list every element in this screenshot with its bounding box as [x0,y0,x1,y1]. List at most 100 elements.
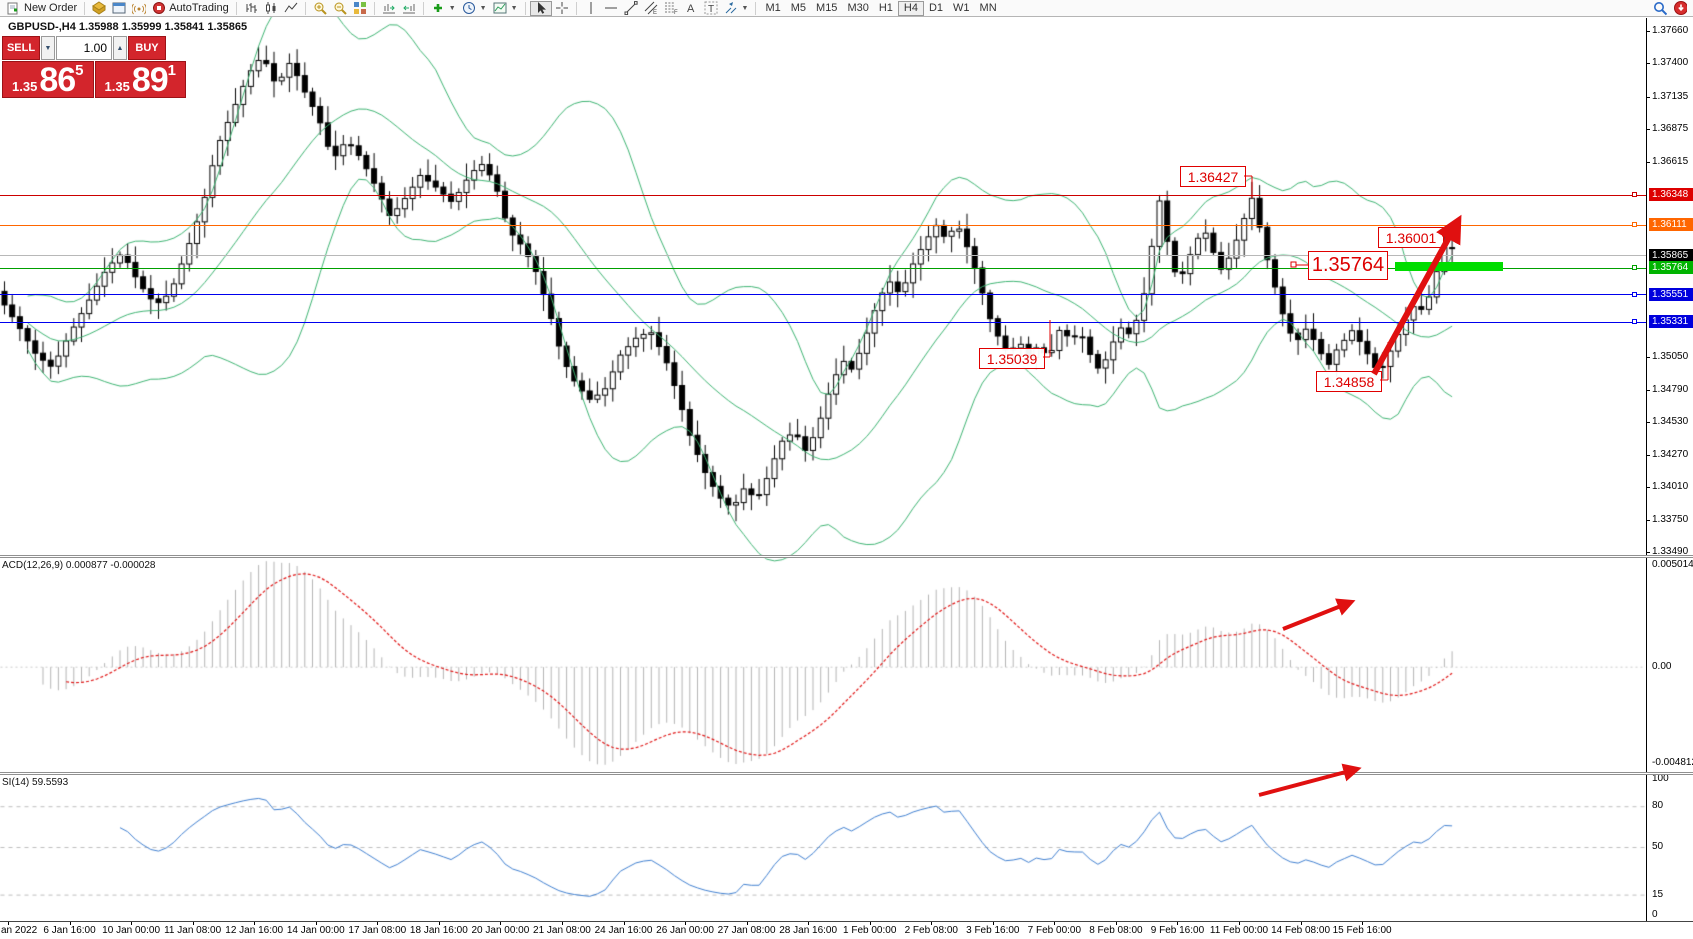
shapes-icon[interactable]: ▼ [721,1,752,16]
line-handle[interactable] [1632,222,1637,228]
time-axis-tick [500,922,502,925]
price-axis-tick [1646,357,1650,359]
volume-input[interactable] [56,36,112,60]
buy-quote[interactable]: 1.35 89 1 [94,61,186,98]
timeframe-d1-button[interactable]: D1 [928,1,944,14]
price-annotation[interactable]: 1.36001 [1378,227,1444,248]
line-handle[interactable] [1632,319,1637,325]
support-line-1.35551[interactable] [0,294,1646,296]
sell-button[interactable]: SELL [2,36,40,60]
vertical-line-icon[interactable] [581,1,601,16]
auto-scroll-icon[interactable] [379,1,399,16]
time-axis-label: 17 Jan 08:00 [348,925,407,936]
label-icon[interactable]: T [701,1,721,16]
new-order-button[interactable]: New Order [4,1,80,16]
toolbar-separator [422,1,424,15]
panel-splitter-macd[interactable] [0,555,1693,558]
periods-icon-icon [462,1,476,15]
sell-quote[interactable]: 1.35 86 5 [2,61,94,98]
main-toolbar: New Order AutoTrading ▼ ▼ ▼ E F A T ▼ M1 M5 M15 M30 H1… [0,0,1693,17]
fibonacci-icon[interactable]: F [661,1,681,16]
text-icon[interactable]: A [681,1,701,16]
notifications-icon[interactable] [1673,0,1687,15]
line-handle[interactable] [1632,192,1637,198]
line-handle[interactable] [1632,291,1637,297]
toolbar-separator [304,1,306,15]
tile-windows-icon-icon [353,1,367,15]
shapes-icon-icon [724,1,738,15]
terminal-window-icon[interactable] [109,1,129,16]
time-axis-tick [1362,922,1364,925]
time-axis-label: 7 Feb 00:00 [1027,925,1082,936]
price-axis[interactable] [1646,18,1647,922]
time-axis-tick [561,922,563,925]
zoom-in-icon[interactable] [310,1,330,16]
volume-decrease-button[interactable]: ▼ [41,36,55,60]
trendline-icon[interactable] [621,1,641,16]
line-chart-icon[interactable] [281,1,301,16]
crosshair-icon[interactable] [552,1,572,16]
templates-icon[interactable]: ▼ [490,1,521,16]
price-axis-label: 1.37135 [1652,90,1689,102]
support-line-1.35764[interactable] [0,267,1646,269]
line-handle[interactable] [1632,265,1637,271]
price-axis-label: 1.34530 [1652,416,1689,428]
panel-splitter-rsi[interactable] [0,772,1693,775]
trendline-icon-icon [624,1,638,15]
bar-chart-icon[interactable] [241,1,261,16]
rsi-scale-label: 15 [1652,888,1664,900]
timeframe-h1-button[interactable]: H1 [878,1,893,14]
price-axis-tag: 1.36348 [1649,188,1693,202]
support-line-1.35331[interactable] [0,321,1646,323]
time-axis-label: 15 Feb 16:00 [1332,925,1392,936]
toolbar-separator [755,1,757,15]
candlestick-chart-icon[interactable] [261,1,281,16]
indicators-icon[interactable]: ▼ [428,1,459,16]
bid-price-line[interactable] [0,255,1646,257]
price-annotation[interactable]: 1.36427 [1180,166,1246,187]
timeframe-m5-button[interactable]: M5 [790,1,807,14]
toolbar-separator [373,1,375,15]
time-axis-label: 2 Feb 08:00 [904,925,958,936]
time-axis-label: 24 Jan 16:00 [594,925,653,936]
time-axis-tick [1115,922,1117,925]
price-axis-tag: 1.35865 [1649,248,1693,262]
autotrading-button[interactable]: AutoTrading [149,1,232,16]
time-axis-label: 18 Jan 16:00 [409,925,468,936]
support-highlight-band[interactable] [1395,262,1503,271]
time-axis-label: 3 Feb 16:00 [966,925,1020,936]
price-axis-label: 1.33490 [1652,546,1689,557]
timeframe-m15-button[interactable]: M15 [816,1,838,14]
volume-increase-button[interactable]: ▲ [113,36,127,60]
indicators-icon-icon [431,1,445,15]
periods-icon[interactable]: ▼ [459,1,490,16]
price-annotation[interactable]: 1.35764 [1308,251,1388,280]
timeframe-w1-button[interactable]: W1 [953,1,970,14]
tile-windows-icon[interactable] [350,1,370,16]
time-axis-label: 11 Feb 00:00 [1209,925,1269,936]
cursor-icon[interactable] [529,0,552,16]
price-axis-label: 1.36615 [1652,155,1689,167]
timeframe-mn-button[interactable]: MN [979,1,997,14]
price-annotation[interactable]: 1.35039 [979,348,1045,369]
price-axis-label: 1.34010 [1652,481,1689,493]
horizontal-line-icon[interactable] [601,1,621,16]
timeframe-m30-button[interactable]: M30 [847,1,869,14]
timeframe-h4-button[interactable]: H4 [897,0,924,16]
search-icon[interactable] [1653,1,1667,15]
resistance-line-1.36111[interactable] [0,224,1646,226]
channel-icon[interactable]: E [641,1,661,16]
buy-button[interactable]: BUY [128,36,166,60]
chart-shift-icon[interactable] [399,1,419,16]
zoom-out-icon[interactable] [330,1,350,16]
price-annotation[interactable]: 1.34858 [1316,371,1382,392]
price-axis-label: 1.37660 [1652,25,1689,36]
time-axis-tick [808,922,810,925]
rsi-scale-label: 80 [1652,800,1664,812]
resistance-line-1.36348[interactable] [0,194,1646,196]
toolbar-separator [575,1,577,15]
signals-icon[interactable] [129,1,149,16]
metaquotes-icon[interactable] [89,1,109,16]
timeframe-m1-button[interactable]: M1 [765,1,781,14]
